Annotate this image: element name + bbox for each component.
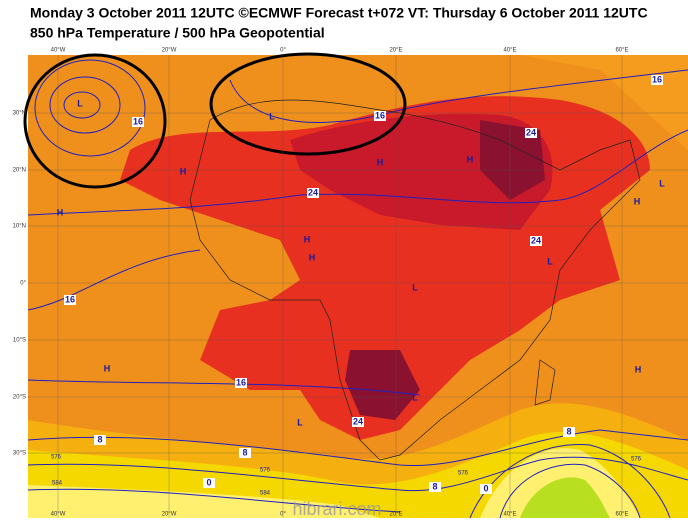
map-label: 24	[308, 187, 318, 197]
map-label: 24	[526, 127, 536, 137]
title-line-2: 850 hPa Temperature / 500 hPa Geopotenti…	[30, 25, 325, 41]
lon-label: 20°E	[389, 512, 402, 518]
contour-label-box	[235, 378, 247, 388]
map-label: 16	[65, 294, 75, 304]
contour-value: 576	[458, 471, 469, 477]
lon-label: 0°	[280, 512, 286, 518]
contour-value: 584	[52, 481, 63, 487]
map-label: H	[635, 364, 642, 374]
lat-label: 30°N	[13, 111, 26, 117]
map-label: 8	[432, 481, 437, 491]
lon-label: 40°E	[503, 48, 516, 54]
contour-label-box	[307, 188, 319, 198]
lat-label: 10°N	[13, 224, 26, 230]
map-label: L	[297, 417, 303, 427]
watermark: hibrari.com	[292, 499, 381, 518]
contour-label-box	[563, 427, 575, 437]
map-label: 8	[242, 447, 247, 457]
lat-label: 20°S	[13, 395, 26, 401]
contour-label-box	[352, 417, 364, 427]
contour-label-box	[530, 236, 542, 246]
lon-label: 20°W	[162, 48, 177, 54]
lon-label: 20°W	[162, 512, 177, 518]
contour-label-box	[239, 448, 251, 458]
lat-label: 0°	[20, 281, 26, 287]
map-label: 0	[483, 483, 488, 493]
map-label: 16	[652, 74, 662, 84]
map-label: 16	[375, 110, 385, 120]
map-label: 8	[97, 434, 102, 444]
map-label: L	[659, 178, 665, 188]
map-label: 16	[133, 116, 143, 126]
map-label: H	[180, 166, 187, 176]
map-label: H	[57, 207, 64, 217]
map-label: H	[304, 234, 311, 244]
contour-label-box	[429, 482, 441, 492]
map-label: H	[377, 157, 384, 167]
map-label: 24	[353, 416, 363, 426]
lat-label: 30°S	[13, 451, 26, 457]
map-label: L	[412, 282, 418, 292]
lat-label: 20°N	[13, 168, 26, 174]
map-label: H	[104, 363, 111, 373]
labels: 40°W 40°W 20°W 20°W 0° 0° 20°E 20°E 40°E 40°E 60°E…	[13, 48, 688, 519]
map-label: H	[467, 154, 474, 164]
map-label: L	[269, 111, 275, 121]
lon-label: 40°W	[51, 512, 66, 518]
lat-label: 10°S	[13, 338, 26, 344]
map-label: 24	[531, 235, 541, 245]
map-label: 16	[236, 377, 246, 387]
map-label: L	[547, 256, 553, 266]
map-label: L	[77, 98, 83, 108]
contour-label-box	[651, 75, 663, 85]
contour-label-box	[64, 295, 76, 305]
contour-value: 576	[260, 468, 271, 474]
lon-label: 60°E	[615, 512, 628, 518]
title-line-1: Monday 3 October 2011 12UTC ©ECMWF Forec…	[30, 5, 648, 21]
contour-label-box	[94, 435, 106, 445]
lon-label: 40°W	[51, 48, 66, 54]
highlight-circles	[23, 52, 407, 189]
map-field	[28, 55, 688, 518]
map-label: 0	[206, 477, 211, 487]
contour-label-box	[525, 128, 537, 138]
lon-label: 20°E	[389, 48, 402, 54]
contour-value: 576	[51, 455, 62, 461]
map-label: 8	[566, 426, 571, 436]
contour-value: 576	[631, 457, 642, 463]
map-label: L	[412, 392, 418, 402]
contour-label-box	[374, 111, 386, 121]
lon-label: 60°E	[615, 48, 628, 54]
map-label: H	[634, 196, 641, 206]
contour-label-box	[480, 484, 492, 494]
contour-label-box	[203, 478, 215, 488]
map-label: H	[309, 252, 316, 262]
contour-label-box	[132, 117, 144, 127]
contour-value: 584	[260, 491, 271, 497]
lon-label: 40°E	[503, 512, 516, 518]
lon-label: 0°	[280, 48, 286, 54]
